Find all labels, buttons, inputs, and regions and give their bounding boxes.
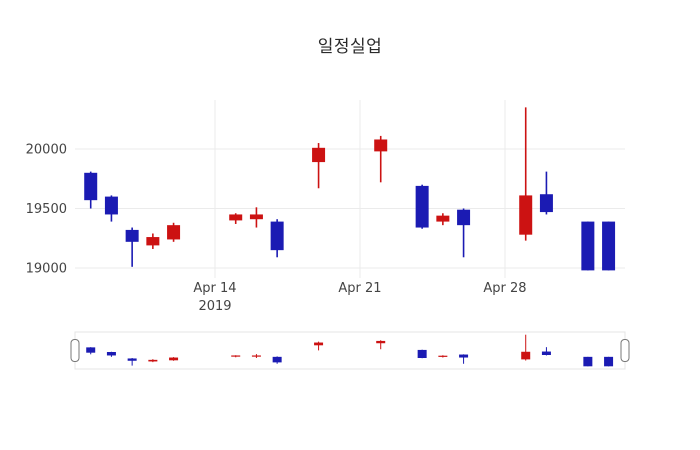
candle [125,227,139,267]
candle-body [229,214,243,221]
range-slider-candle [376,340,386,350]
range-slider-candle-body [231,355,241,357]
candle-body [581,221,595,271]
x-tick-sublabel: 2019 [198,299,231,314]
range-slider-candle-body [438,355,448,357]
range-slider-candle [314,341,324,351]
range-slider-candle-body [459,354,469,358]
candle [312,143,326,189]
candle-body [539,194,553,213]
candle-body [519,195,533,235]
range-slider-right-handle[interactable] [620,339,630,362]
range-slider-candle-body [86,347,96,353]
candle [270,219,284,258]
y-tick-label: 20000 [26,143,67,158]
candle [146,233,160,249]
candles [84,107,616,271]
range-slider-candle [251,354,261,358]
candle [84,171,98,209]
range-slider-candle [148,359,158,363]
candle [581,221,595,271]
plot-drag-area[interactable] [75,100,625,278]
range-slider-candle-body [148,359,158,362]
x-tick-label: Apr 28 [483,281,526,296]
gridlines [75,100,625,278]
candle-body [436,215,450,222]
range-slider-candle-body [251,355,261,357]
range-slider-left-handle[interactable] [70,339,80,362]
range-slider-candle [583,356,593,367]
range-slider-candle [417,349,427,359]
range-slider-candle-body [417,349,427,358]
y-tick-label: 19000 [26,262,67,277]
range-slider-candle-body [169,357,179,361]
candle-body [104,196,118,215]
candle-body [125,229,139,242]
range-slider-candle-body [314,342,324,346]
x-tick-label: Apr 21 [338,281,381,296]
chart-title: 일정실업 [317,37,383,57]
range-slider-candle-body [583,356,593,367]
candle-body [374,139,388,152]
range-slider-candle-body [376,340,386,344]
range-slider-candle-body [521,351,531,360]
range-slider-candle [521,334,531,361]
candle [167,222,181,242]
candle-body [167,225,181,240]
candle [519,107,533,241]
range-slider-candle-body [541,351,551,355]
range-slider-candle-body [106,352,116,356]
range-slider-candle [106,351,116,357]
range-slider-candle-body [272,356,282,363]
axis-labels: 20000 19500 19000 Apr 14 2019 Apr 21 Apr 28 [26,143,527,315]
range-slider-candle [438,355,448,358]
range-slider-candle [272,356,282,364]
candle-body [602,221,616,271]
candle [415,184,429,229]
candle [249,207,263,228]
candle-body [270,221,284,251]
range-slider-candle-body [604,356,614,367]
candle [539,171,553,215]
range-slider-candle [604,356,614,367]
candle-body [84,172,98,201]
candle [229,213,243,224]
candle-body [249,214,263,220]
candle [602,221,616,271]
range-slider-candle-body [127,358,137,361]
candle-body [146,237,160,246]
range-slider-track[interactable] [74,331,626,370]
x-tick-label: Apr 14 [193,281,236,296]
candle-body [457,209,471,226]
candle-body [312,147,326,163]
candle [457,208,471,258]
candle-body [415,185,429,228]
candle [374,135,388,183]
range-slider-candle [459,354,469,364]
range-slider-candle [541,347,551,356]
range-slider-candle [231,355,241,358]
candle [436,213,450,226]
range-slider-candle [86,347,96,355]
range-slider-candle [169,357,179,361]
candle [104,195,118,222]
range-slider[interactable] [70,331,630,370]
y-tick-label: 19500 [26,202,67,217]
range-slider-candle [127,358,137,366]
